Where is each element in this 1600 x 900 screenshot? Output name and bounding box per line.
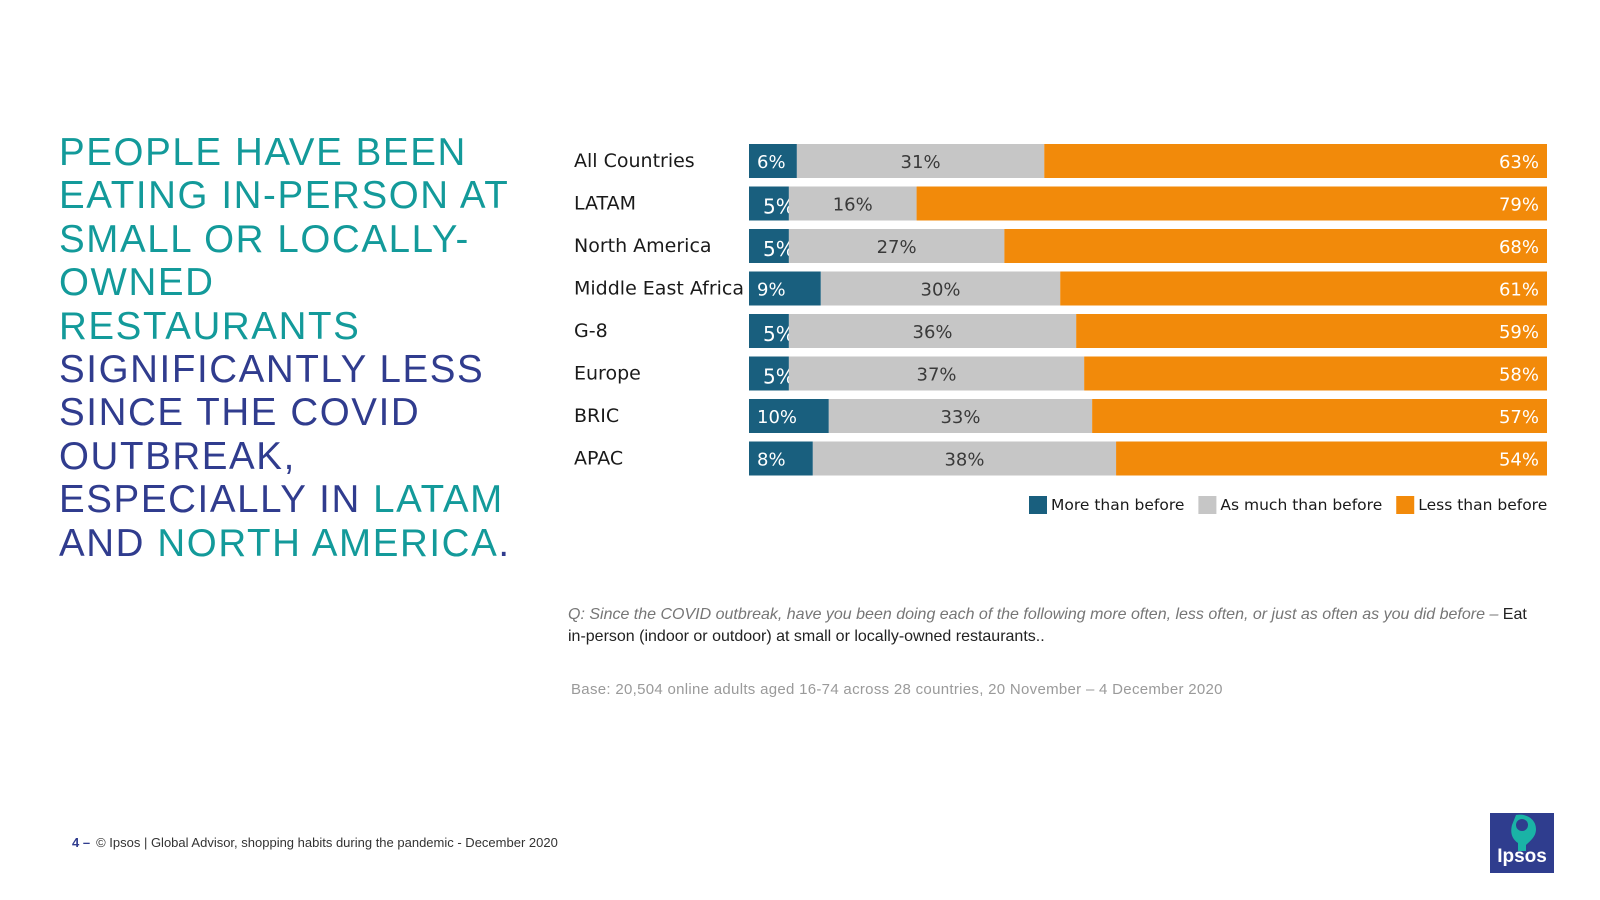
bar-value-label: 54% — [1499, 450, 1539, 471]
bar-segment — [1076, 314, 1547, 348]
bar-segment — [788, 314, 1077, 348]
bar-value-label: 79% — [1499, 195, 1539, 216]
bar-segment — [820, 271, 1061, 306]
bar-value-label: 68% — [1499, 237, 1539, 258]
bar-value-label: 59% — [1499, 322, 1539, 343]
bar-value-label: 61% — [1499, 280, 1539, 301]
headline: PEOPLE HAVE BEEN EATING IN-PERSON AT SMA… — [59, 131, 519, 565]
legend-label: Less than before — [1418, 496, 1547, 514]
category-label: Middle East Africa — [574, 278, 744, 300]
bar-value-label: 31% — [901, 152, 941, 173]
bar-segment — [749, 186, 789, 221]
headline-part: SIGNIFICANTLY LESS SINCE THE COVID OUTBR… — [59, 348, 485, 522]
category-label: G-8 — [574, 320, 608, 342]
bar-segment — [749, 441, 813, 476]
bar-value-label: 16% — [833, 195, 873, 216]
question-prefix: Q: Since the COVID outbreak, have you be… — [568, 606, 1503, 623]
bar-value-label: 27% — [877, 237, 917, 258]
legend-label: As much than before — [1220, 496, 1382, 514]
footer: 4 – © Ipsos | Global Advisor, shopping ha… — [72, 835, 558, 850]
bar-segment — [1004, 229, 1547, 263]
survey-question: Q: Since the COVID outbreak, have you be… — [568, 604, 1528, 648]
headline-part: . — [498, 521, 511, 565]
bar-segment — [1092, 399, 1547, 433]
legend-swatch — [1396, 496, 1415, 514]
bar-segment — [749, 399, 829, 433]
bar-value-label: 8% — [757, 450, 786, 471]
bar-segment — [1084, 356, 1547, 391]
legend-swatch — [1029, 496, 1047, 514]
headline-part: NORTH AMERICA — [157, 521, 499, 565]
bar-value-label: 58% — [1499, 365, 1539, 386]
bar-value-label: 10% — [757, 407, 797, 428]
legend-swatch — [1198, 496, 1217, 514]
headline-part: LATAM — [373, 478, 504, 522]
bar-value-label: 30% — [921, 280, 961, 301]
footer-source: © Ipsos | Global Advisor, shopping habit… — [96, 835, 558, 850]
bar-segment — [796, 144, 1045, 178]
bar-segment — [749, 229, 789, 263]
headline-part: AND — [59, 521, 158, 565]
bar-value-label: 9% — [757, 280, 786, 301]
ipsos-logo: Ipsos — [1490, 813, 1554, 873]
bar-segment — [788, 356, 1085, 391]
question-item: Eat in-person (indoor or outdoor) at sma… — [568, 606, 1527, 645]
bar-segment — [828, 399, 1093, 433]
bar-segment — [788, 229, 1005, 263]
bar-segment — [1116, 441, 1547, 476]
bar-segment — [749, 356, 789, 391]
bar-value-label: 63% — [1499, 152, 1539, 173]
bar-segment — [1044, 144, 1547, 178]
bar-segment — [812, 441, 1117, 476]
category-label: APAC — [574, 448, 623, 470]
bar-value-label: 38% — [944, 450, 984, 471]
bar-value-label: 33% — [940, 407, 980, 428]
category-label: Europe — [574, 363, 641, 385]
bar-value-label: 6% — [757, 152, 786, 173]
base-note: Base: 20,504 online adults aged 16-74 ac… — [571, 681, 1223, 698]
bar-segment — [749, 271, 821, 306]
headline-part: PEOPLE HAVE BEEN EATING IN-PERSON AT SMA… — [59, 131, 509, 348]
bar-segment — [916, 186, 1547, 221]
bar-value-label: 57% — [1499, 407, 1539, 428]
category-label: LATAM — [574, 193, 636, 215]
logo-text: Ipsos — [1497, 846, 1547, 867]
bar-value-label: 37% — [917, 365, 957, 386]
bar-value-label: 36% — [913, 322, 953, 343]
bar-segment — [1060, 271, 1547, 306]
category-label: BRIC — [574, 405, 619, 427]
bar-segment — [749, 144, 797, 178]
bar-segment — [788, 186, 917, 221]
ipsos-logo-icon — [1511, 814, 1536, 851]
page-number: 4 – — [72, 835, 91, 850]
legend-label: More than before — [1051, 496, 1184, 514]
bar-segment — [749, 314, 789, 348]
category-label: North America — [574, 235, 712, 257]
category-label: All Countries — [574, 150, 695, 172]
